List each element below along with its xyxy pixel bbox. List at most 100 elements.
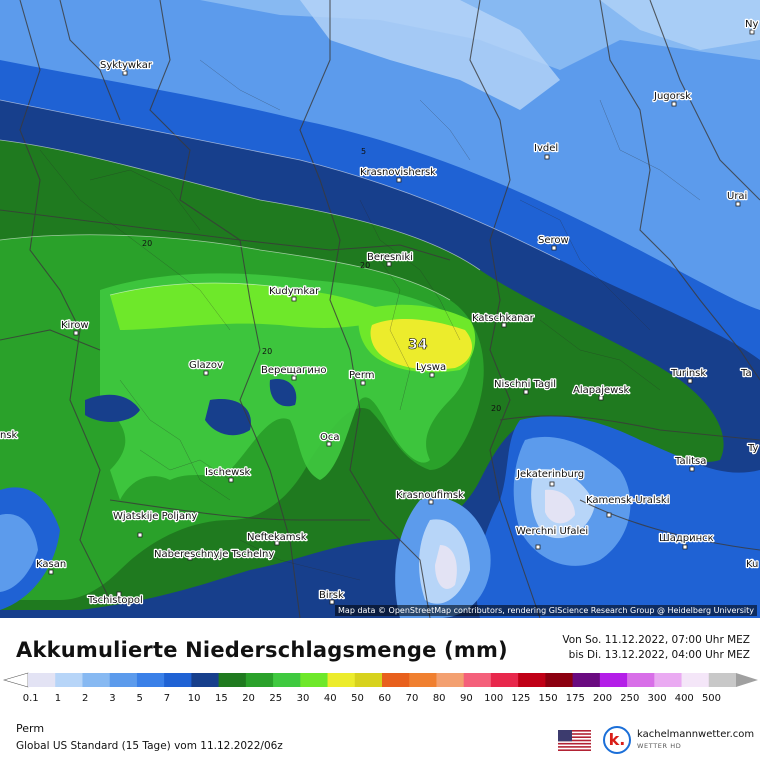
light-blue-band bbox=[0, 0, 760, 70]
city-edge-ta[interactable]: Ta bbox=[739, 367, 753, 381]
svg-text:Ivdel: Ivdel bbox=[534, 143, 558, 154]
brand-name: kachelmannwetter.com bbox=[637, 729, 755, 740]
legend-swatch bbox=[654, 673, 683, 687]
city-shadrinsk[interactable]: Шадринск bbox=[658, 532, 715, 550]
pale-blue-patch bbox=[300, 0, 560, 110]
svg-text:Neftekamsk: Neftekamsk bbox=[247, 532, 307, 543]
contour-label: 20 bbox=[262, 347, 272, 356]
svg-text:Perm: Perm bbox=[349, 370, 375, 381]
legend-swatch bbox=[55, 673, 83, 687]
legend-swatch bbox=[28, 673, 56, 687]
district-lines bbox=[39, 59, 701, 581]
legend-swatch bbox=[599, 673, 628, 687]
city-tschistopol[interactable]: Tschistopol bbox=[86, 591, 144, 607]
legend-tick-label: 25 bbox=[269, 693, 282, 704]
city-edge-ny[interactable]: Ny bbox=[744, 18, 760, 35]
brand-subtitle: WETTER HD bbox=[637, 742, 682, 750]
legend-swatch bbox=[545, 673, 574, 687]
city-ischewsk[interactable]: Ischewsk bbox=[204, 466, 252, 483]
city-krasnovishersk[interactable]: Krasnovishersk bbox=[359, 166, 437, 183]
svg-text:nsk: nsk bbox=[0, 430, 18, 441]
contour-label: 20 bbox=[491, 404, 501, 413]
contour-label: 20 bbox=[142, 239, 152, 248]
legend-swatch bbox=[164, 673, 192, 687]
svg-text:Jugorsk: Jugorsk bbox=[653, 91, 691, 102]
city-talitsa[interactable]: Talitsa bbox=[673, 455, 708, 472]
kachelmann-logo-icon: k. bbox=[603, 726, 631, 754]
city-wjatskije-poljany[interactable]: Wjatskije Poljany bbox=[112, 510, 199, 538]
legend-tick-label: 250 bbox=[620, 693, 639, 704]
city-markers: Syktywkar Jugorsk Ivdel Krasnovishersk U… bbox=[0, 18, 760, 608]
svg-text:Lyswa: Lyswa bbox=[416, 362, 446, 373]
city-katschkanar[interactable]: Katschkanar bbox=[471, 312, 536, 328]
legend-swatch bbox=[572, 673, 601, 687]
pocket-10mm-west bbox=[85, 394, 140, 422]
legend-tick-label: 90 bbox=[460, 693, 473, 704]
legend-tick-label: 20 bbox=[242, 693, 255, 704]
city-werchni-ufalei[interactable]: Werchni Ufalei bbox=[515, 525, 589, 550]
legend-arrow-right bbox=[736, 673, 758, 687]
legend-swatch bbox=[273, 673, 301, 687]
city-nischni-tagil[interactable]: Nischni Tagil bbox=[493, 378, 557, 395]
svg-text:Katschkanar: Katschkanar bbox=[472, 313, 535, 324]
kachelmann-brand[interactable]: k. kachelmannwetter.com WETTER HD bbox=[603, 726, 755, 756]
city-jugorsk[interactable]: Jugorsk bbox=[652, 90, 692, 107]
city-birsk[interactable]: Birsk bbox=[318, 589, 345, 605]
legend-tick-label: 400 bbox=[675, 693, 694, 704]
city-turinsk[interactable]: Turinsk bbox=[669, 367, 708, 384]
city-edge-nsk[interactable]: nsk bbox=[0, 429, 19, 443]
city-lyswa[interactable]: Lyswa bbox=[415, 361, 447, 378]
city-kamensk-uralski[interactable]: Kamensk-Uralski bbox=[585, 494, 671, 518]
svg-text:Oca: Oca bbox=[320, 432, 340, 443]
svg-text:Ta: Ta bbox=[740, 368, 752, 379]
legend-tick-label: 150 bbox=[539, 693, 558, 704]
city-syktywkar[interactable]: Syktywkar bbox=[99, 59, 154, 76]
city-kirow[interactable]: Kirow bbox=[60, 319, 90, 336]
us-flag-icon[interactable] bbox=[558, 730, 591, 751]
city-kudymkar[interactable]: Kudymkar bbox=[268, 285, 321, 302]
legend-tick-label: 15 bbox=[215, 693, 228, 704]
city-perm[interactable]: Perm bbox=[348, 369, 376, 386]
svg-text:Urai: Urai bbox=[727, 191, 747, 202]
pocket-10mm-central bbox=[205, 399, 251, 436]
precipitation-map[interactable]: 5 20 20 20 20 34 Syktywkar Jugorsk Ivdel… bbox=[0, 0, 760, 618]
svg-text:Nischni Tagil: Nischni Tagil bbox=[494, 379, 556, 390]
svg-text:Alapajewsk: Alapajewsk bbox=[573, 385, 630, 396]
legend-footer: Akkumulierte Niederschlagsmenge (mm) Von… bbox=[0, 618, 760, 760]
svg-text:Krasnovishersk: Krasnovishersk bbox=[360, 167, 436, 178]
map-title: Akkumulierte Niederschlagsmenge (mm) bbox=[16, 638, 508, 662]
legend-swatch bbox=[245, 673, 274, 687]
city-nabereschnyje-tschelny[interactable]: Nabereschnyje Tschelny bbox=[153, 548, 276, 562]
city-edge-ty[interactable]: Ty bbox=[746, 442, 760, 456]
city-serow[interactable]: Serow bbox=[537, 234, 570, 251]
legend-swatch bbox=[327, 673, 356, 687]
city-jekaterinburg[interactable]: Jekaterinburg bbox=[515, 468, 585, 487]
legend-tick-label: 5 bbox=[136, 693, 142, 704]
period-to: bis Di. 13.12.2022, 04:00 Uhr MEZ bbox=[568, 649, 750, 661]
city-edge-ku[interactable]: Ku bbox=[745, 558, 760, 572]
legend-tick-label: 80 bbox=[433, 693, 446, 704]
city-alapajewsk[interactable]: Alapajewsk bbox=[572, 384, 631, 401]
city-vereshchagino[interactable]: Верещагино bbox=[260, 364, 328, 381]
city-oca[interactable]: Oca bbox=[319, 431, 341, 447]
pocket-10mm-verech bbox=[269, 379, 297, 407]
city-kasan[interactable]: Kasan bbox=[35, 558, 67, 575]
legend-tick-label: 200 bbox=[593, 693, 612, 704]
svg-text:Ku: Ku bbox=[746, 559, 758, 570]
city-beresniki[interactable]: Beresniki bbox=[366, 251, 414, 267]
legend-swatch bbox=[82, 673, 111, 687]
svg-text:Шадринск: Шадринск bbox=[659, 533, 714, 544]
legend-tick-label: 175 bbox=[566, 693, 585, 704]
city-glazov[interactable]: Glazov bbox=[188, 359, 224, 376]
legend-tick-label: 7 bbox=[164, 693, 170, 704]
map-attribution[interactable]: Map data © OpenStreetMap contributors, r… bbox=[335, 605, 757, 616]
city-krasnoufimsk[interactable]: Krasnoufimsk bbox=[395, 489, 465, 505]
city-neftekamsk[interactable]: Neftekamsk bbox=[246, 531, 308, 546]
svg-text:Beresniki: Beresniki bbox=[367, 252, 413, 263]
legend-tick-label: 10 bbox=[188, 693, 201, 704]
city-urai[interactable]: Urai bbox=[726, 190, 749, 207]
legend-swatch bbox=[627, 673, 655, 687]
city-ivdel[interactable]: Ivdel bbox=[533, 142, 559, 160]
legend-tick-label: 3 bbox=[109, 693, 115, 704]
model-info: Global US Standard (15 Tage) vom 11.12.2… bbox=[16, 740, 283, 752]
